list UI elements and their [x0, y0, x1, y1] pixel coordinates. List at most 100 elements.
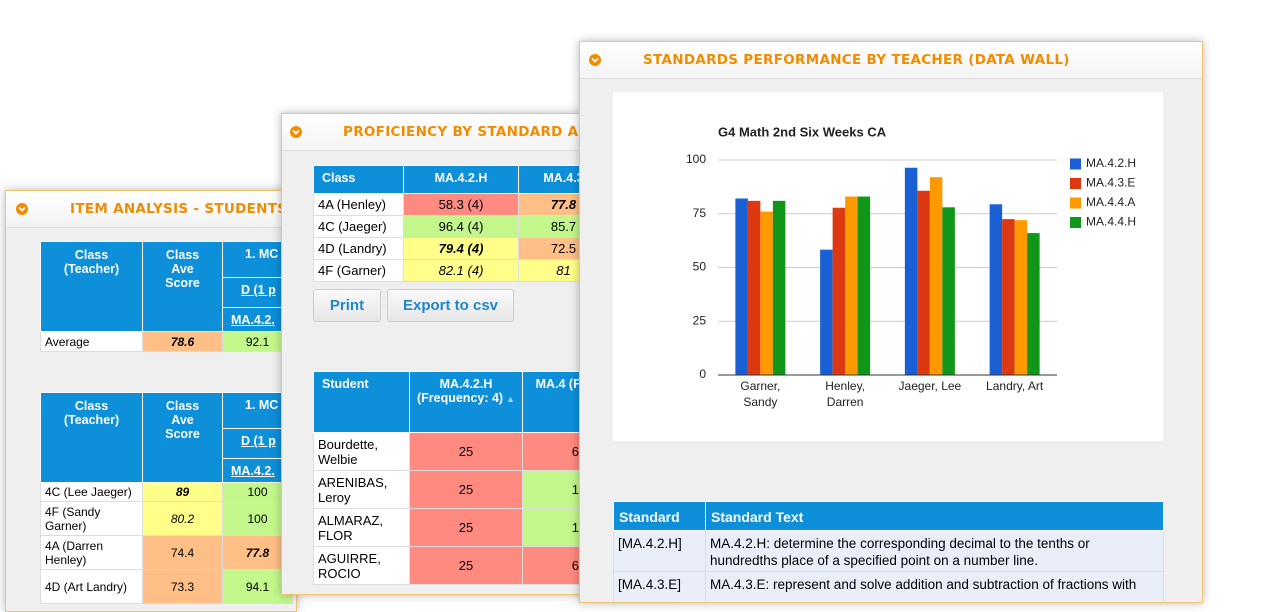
legend-label: MA.4.3.E — [1086, 176, 1135, 190]
header-cell: Class — [313, 165, 404, 194]
item-analysis-panel: ITEM ANALYSIS - STUDENTS Class (Teacher)… — [5, 190, 297, 612]
x-tick-label: Garner, Sandy — [740, 379, 780, 409]
table-cell: [MA.4.2.H] — [613, 530, 706, 572]
bar — [845, 196, 858, 375]
table-cell: 89 — [142, 482, 223, 502]
table-cell: 92.1 — [222, 331, 293, 352]
legend-label: MA.4.2.H — [1086, 156, 1136, 170]
collapse-icon[interactable] — [290, 126, 302, 138]
table-cell: Average — [40, 331, 143, 352]
y-tick-label: 100 — [686, 152, 706, 166]
table-row: 4F (Garner) 82.1 (4) 81 — [313, 259, 609, 282]
table-cell: [MA.4.3.E] — [613, 571, 706, 602]
print-button[interactable]: Print — [313, 289, 381, 322]
table-body: Average 78.6 92.1 — [40, 331, 293, 352]
header-cell: Class Ave Score — [142, 392, 223, 483]
header-cell: Student — [313, 371, 410, 433]
table-body: 4C (Lee Jaeger) 89 100 4F (Sandy Garner) 80.… — [40, 482, 293, 604]
table-row: [MA.4.3.E] MA.4.3.E: represent and solve … — [613, 571, 1164, 602]
legend-label: MA.4.4.H — [1086, 215, 1136, 229]
export-button[interactable]: Export to csv — [387, 289, 514, 322]
table-cell: 4F (Garner) — [313, 259, 404, 282]
header-row: Class (Teacher) Class Ave Score 1. MC — [40, 241, 293, 332]
x-tick-label: Jaeger, Lee — [899, 379, 962, 393]
collapse-icon[interactable] — [589, 54, 601, 66]
label-line: Sandy — [743, 395, 777, 409]
table-row: [MA.4.2.H] MA.4.2.H: determine the corres… — [613, 530, 1164, 572]
table-cell: 25 — [409, 508, 523, 547]
table-cell: 80.2 — [142, 501, 223, 536]
bar — [1014, 220, 1028, 375]
legend-swatch — [1070, 217, 1081, 228]
table-cell: 4F (Sandy Garner) — [40, 501, 143, 536]
table-cell: 4C (Jaeger) — [313, 215, 404, 238]
table-head: Standard Standard Text — [613, 501, 1164, 531]
table-cell: MA.4.2.H: determine the corresponding de… — [705, 530, 1164, 572]
table-cell: 58.3 (4) — [403, 193, 519, 216]
table-row: 4C (Lee Jaeger) 89 100 — [40, 482, 293, 502]
page: Data wall dashboard {"item_analysis": {"… — [5, 41, 1203, 612]
table-cell: 73.3 — [142, 569, 223, 604]
label-line: Henley, — [825, 379, 865, 393]
bar — [820, 249, 833, 375]
y-tick-label: 75 — [693, 206, 707, 220]
header-row: Standard Standard Text — [613, 501, 1164, 531]
table-cell: 4D (Art Landry) — [40, 569, 143, 604]
table-row: 4F (Sandy Garner) 80.2 100 — [40, 501, 293, 536]
table-body: [MA.4.2.H] MA.4.2.H: determine the corres… — [613, 530, 1164, 602]
class-table: Class (Teacher) Class Ave Score 1. MC D (1 … — [40, 392, 293, 604]
table-body: 4A (Henley) 58.3 (4) 77.8 4C (Jaeger) 96.4 (… — [313, 193, 609, 282]
panel-title: ITEM ANALYSIS - STUDENTS — [70, 201, 288, 217]
table-cell: Bourdette, Welbie — [313, 432, 410, 471]
proficiency-table: Class MA.4.2.H MA.4.3 4A (Henley) 58.3 (4) 77… — [313, 165, 609, 282]
bar — [832, 207, 846, 375]
table-cell: ALMARAZ, FLOR — [313, 508, 410, 547]
table-cell: 78.6 — [142, 331, 223, 352]
table-cell: 4A (Darren Henley) — [40, 535, 143, 570]
table-row: 4A (Darren Henley) 74.4 77.8 — [40, 535, 293, 570]
table-head: Class (Teacher) Class Ave Score 1. MC D (1 … — [40, 392, 293, 483]
table-cell: 4A (Henley) — [313, 193, 404, 216]
header-cell: Class Ave Score — [142, 241, 223, 332]
collapse-icon[interactable] — [16, 203, 28, 215]
header-row: Class MA.4.2.H MA.4.3 — [313, 165, 609, 194]
table-cell: 79.4 (4) — [403, 237, 519, 260]
panel-title: PROFICIENCY BY STANDARD ANAL — [343, 124, 610, 140]
chart-container: G4 Math 2nd Six Weeks CA 0 25 50 75 100 Garner… — [613, 92, 1163, 441]
screen: ITEM ANALYSIS - STUDENTS Class (Teacher)… — [5, 41, 1203, 612]
bar — [917, 190, 930, 375]
legend-swatch — [1070, 178, 1081, 189]
table-cell: AGUIRRE, ROCIO — [313, 546, 410, 585]
table-cell: 4D (Landry) — [313, 237, 404, 260]
bar — [929, 177, 943, 375]
table-cell: ARENIBAS, Leroy — [313, 470, 410, 509]
header-cell: Standard — [613, 501, 706, 531]
table-row: 4A (Henley) 58.3 (4) 77.8 — [313, 193, 609, 216]
header-row: Class (Teacher) Class Ave Score 1. MC — [40, 392, 293, 483]
header-cell: Class (Teacher) — [40, 241, 143, 332]
table-cell: 96.4 (4) — [403, 215, 519, 238]
bar — [760, 211, 773, 375]
bar — [747, 200, 761, 375]
table-cell: 4C (Lee Jaeger) — [40, 482, 143, 502]
header-cell: Class (Teacher) — [40, 392, 143, 483]
table-cell: 25 — [409, 432, 523, 471]
table-cell: 100 — [222, 482, 293, 502]
label-line: Garner, — [740, 379, 780, 393]
table-row: 4D (Art Landry) 73.3 94.1 — [40, 569, 293, 604]
legend-swatch — [1070, 158, 1081, 170]
data-wall-panel: STANDARDS PERFORMANCE BY TEACHER (DATA W… — [579, 41, 1203, 603]
chart: G4 Math 2nd Six Weeks CA 0 25 50 75 100 Garner… — [686, 124, 1136, 409]
y-tick-label: 0 — [699, 367, 706, 381]
bar — [772, 200, 786, 375]
table-cell: 82.1 (4) — [403, 259, 519, 282]
table-row: Average 78.6 92.1 — [40, 331, 293, 352]
sort-icon[interactable]: ▲ — [506, 394, 516, 404]
panel-header: ITEM ANALYSIS - STUDENTS — [6, 191, 296, 228]
bar — [1002, 219, 1015, 375]
table-cell: 25 — [409, 470, 523, 509]
label-line: Darren — [827, 395, 864, 409]
bar — [735, 198, 748, 375]
header-cell: Standard Text — [705, 501, 1164, 531]
table-head: Class (Teacher) Class Ave Score 1. MC D (1 … — [40, 241, 293, 332]
